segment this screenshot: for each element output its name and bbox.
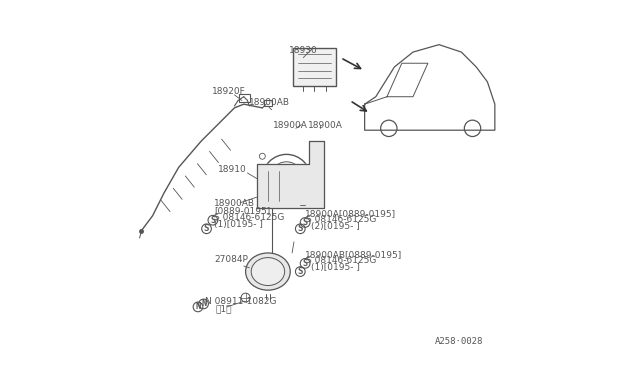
Text: A258·0028: A258·0028 [435, 337, 484, 346]
Text: S: S [298, 267, 303, 276]
FancyBboxPatch shape [293, 48, 335, 86]
Text: S: S [298, 224, 303, 233]
Text: (2)[0195- ]: (2)[0195- ] [310, 222, 360, 231]
Text: S: S [204, 224, 209, 233]
Text: S 08146-6125G: S 08146-6125G [306, 215, 376, 224]
Ellipse shape [246, 253, 291, 290]
Text: 18900A[0889-0195]: 18900A[0889-0195] [305, 209, 396, 218]
Text: N: N [195, 302, 201, 311]
Text: 18920F: 18920F [212, 87, 246, 96]
Text: 18900A: 18900A [273, 121, 308, 129]
Circle shape [284, 176, 289, 181]
Ellipse shape [251, 257, 285, 286]
Text: 18900AB[0889-0195]: 18900AB[0889-0195] [305, 250, 403, 259]
Text: 18910: 18910 [218, 165, 246, 174]
FancyBboxPatch shape [239, 94, 250, 102]
Text: S 08146-6125G: S 08146-6125G [306, 256, 376, 265]
Text: S: S [303, 218, 308, 227]
Text: N: N [201, 299, 206, 308]
Text: 18900A: 18900A [308, 121, 343, 129]
Text: 18900AB: 18900AB [248, 98, 289, 107]
Text: N 08911-1082G: N 08911-1082G [205, 297, 276, 306]
Text: S: S [211, 216, 216, 225]
Polygon shape [257, 141, 324, 208]
Text: （1）: （1） [215, 304, 232, 313]
Text: 18900AB: 18900AB [214, 199, 255, 208]
Text: (1)[0195- ]: (1)[0195- ] [310, 263, 360, 272]
FancyBboxPatch shape [264, 100, 272, 106]
Text: 27084P: 27084P [214, 255, 248, 264]
Text: S: S [303, 259, 308, 268]
Text: [0889-0195]: [0889-0195] [214, 206, 270, 215]
Text: (1)[0195- ]: (1)[0195- ] [214, 220, 263, 229]
Text: S 08146-6125G: S 08146-6125G [214, 213, 284, 222]
Text: 18930: 18930 [289, 46, 317, 55]
